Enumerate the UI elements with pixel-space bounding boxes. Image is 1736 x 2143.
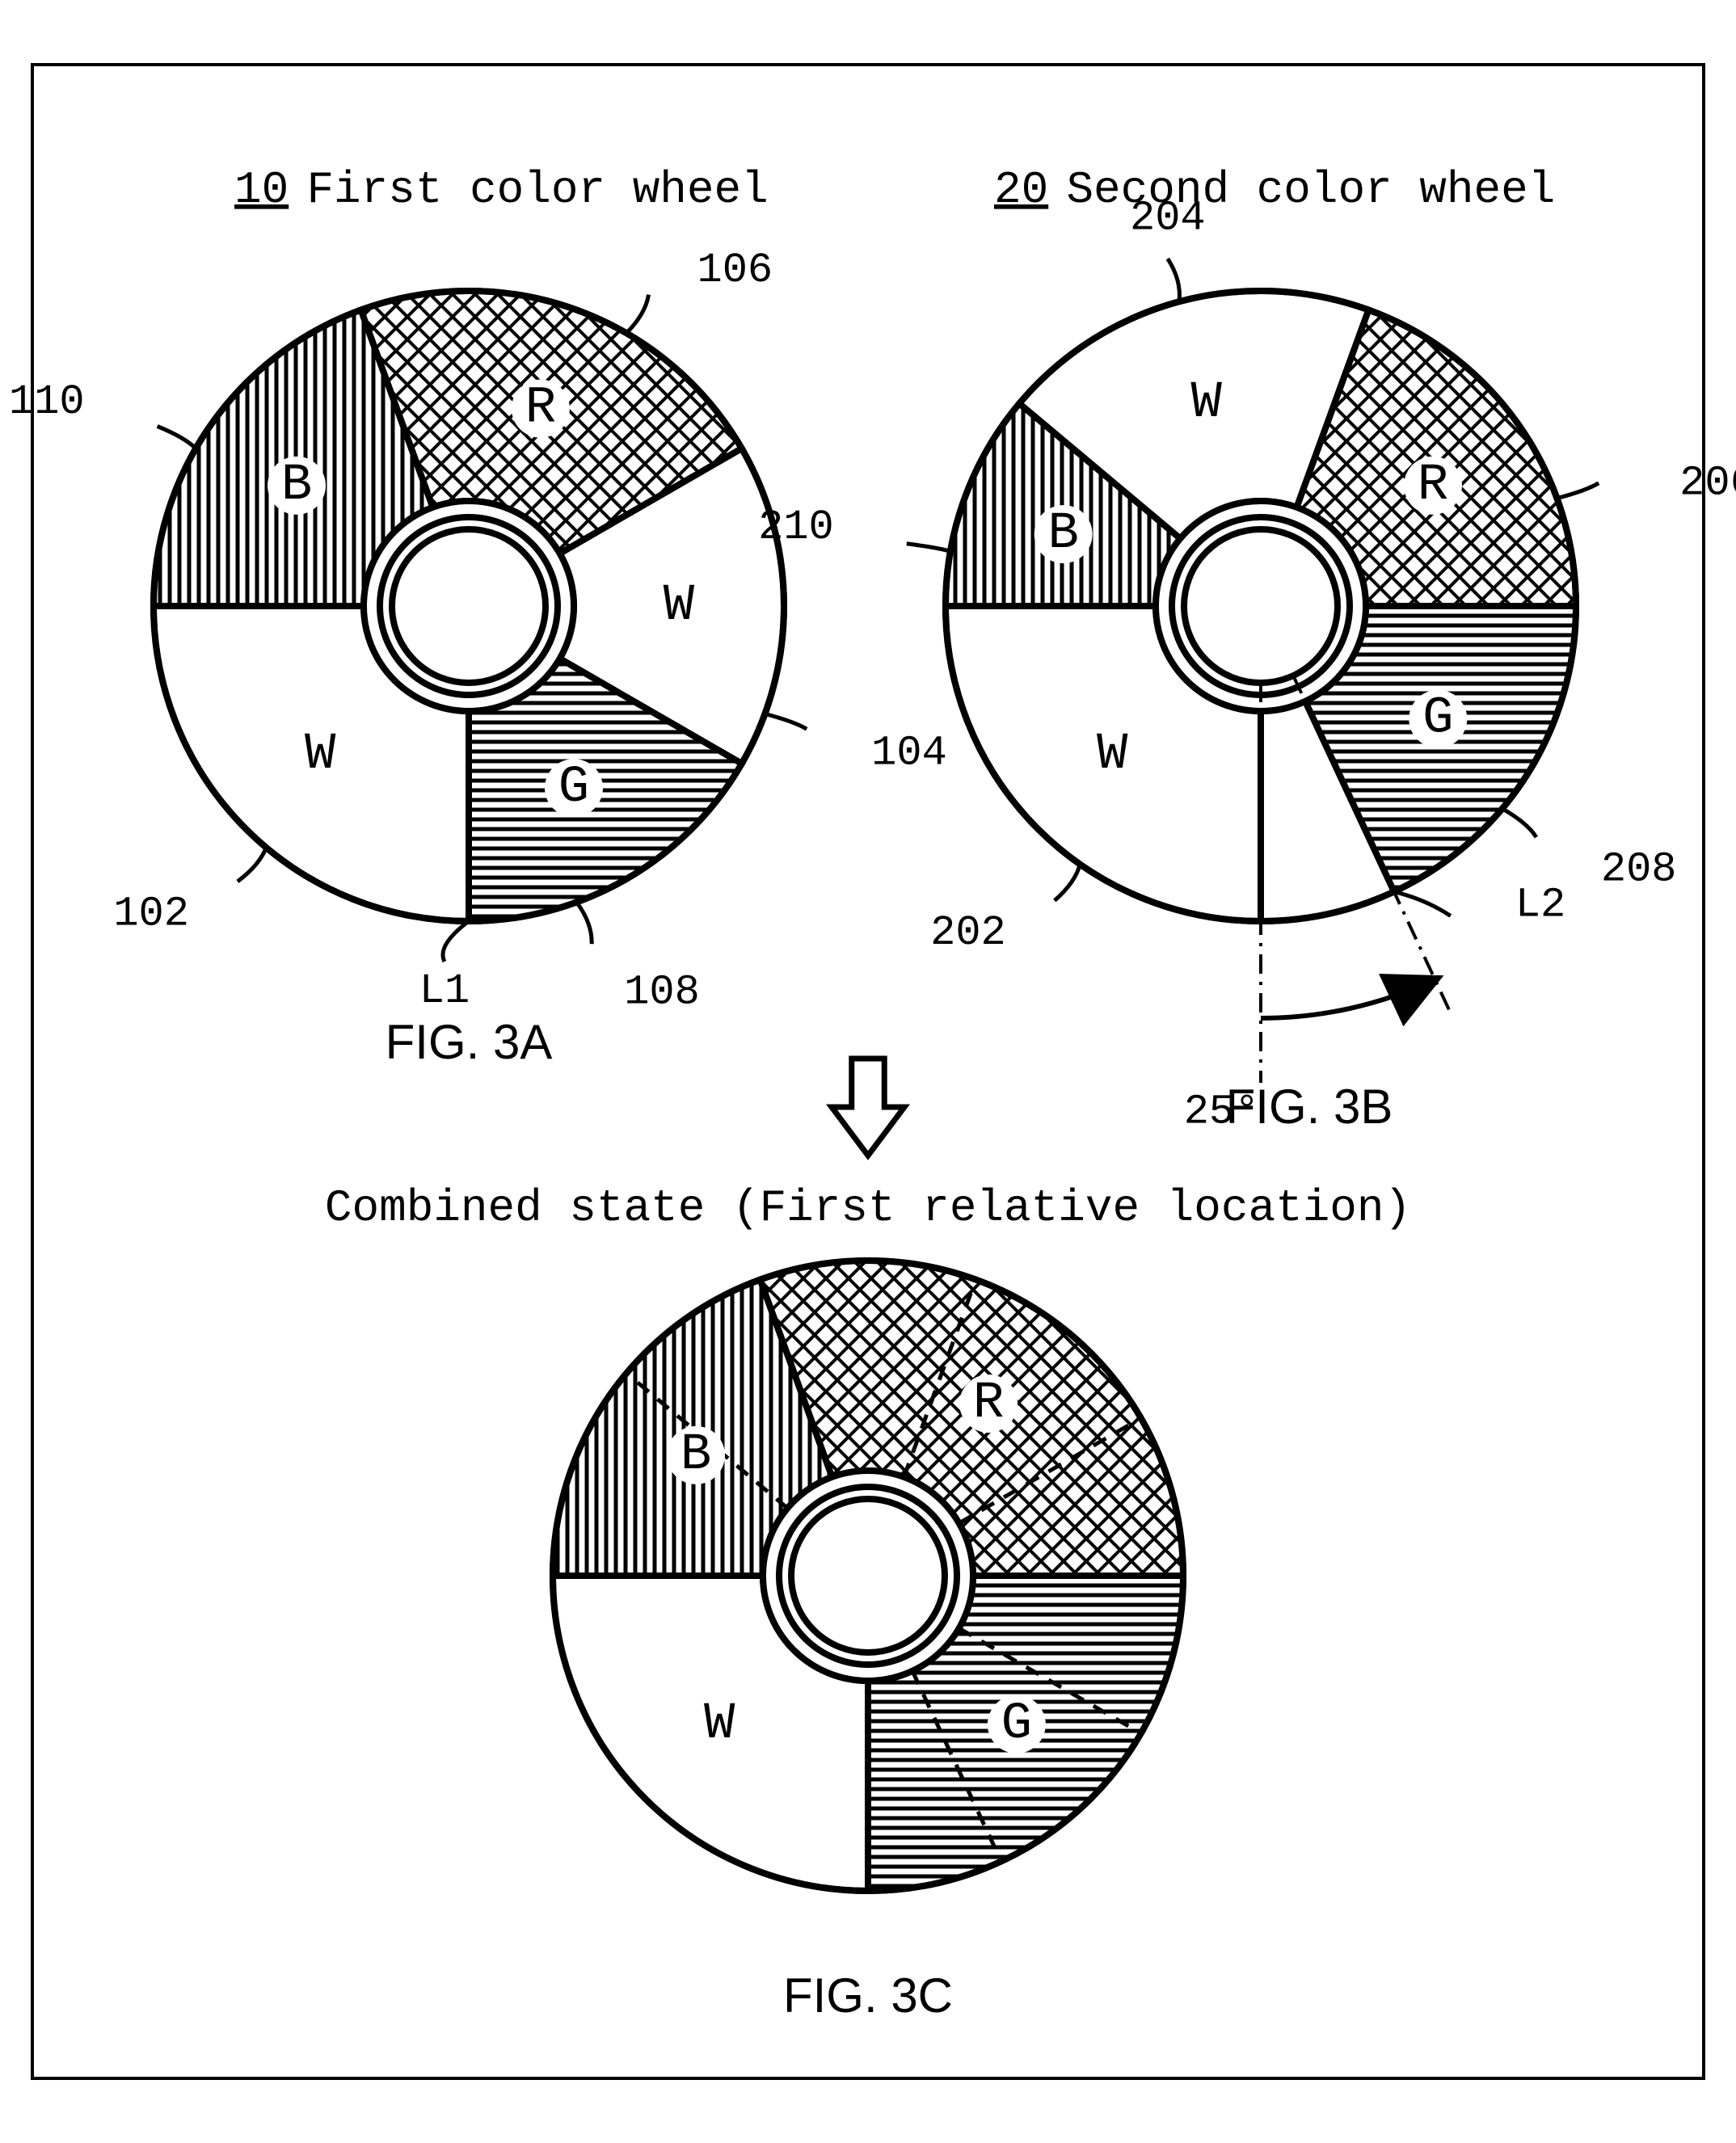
callout-leader: [1557, 483, 1599, 499]
second-color-wheel: W B W R G 202 210 204 206 208: [758, 195, 1736, 957]
callout-210: 210: [758, 503, 834, 551]
title-number: 10: [234, 164, 289, 216]
callout-104: 104: [871, 730, 947, 777]
callout-102: 102: [113, 890, 189, 937]
segment-letter-W: W: [704, 1695, 735, 1754]
callout-leader: [238, 848, 266, 882]
title-text: First color wheel: [306, 164, 768, 216]
segment-letter-R: R: [525, 380, 556, 438]
title-first-color-wheel: 10 First color wheel: [234, 164, 769, 216]
fig-label-3c: FIG. 3C: [783, 1968, 953, 2023]
callout-leader: [1168, 259, 1180, 301]
fig-label-3a: FIG. 3A: [386, 1015, 553, 1069]
l1-leader: [443, 921, 469, 962]
segment-letter-B: B: [680, 1426, 711, 1484]
title-number: 20: [994, 164, 1048, 216]
callout-202: 202: [930, 909, 1006, 957]
callout-204: 204: [1130, 195, 1206, 242]
combined-title: Combined state (First relative location): [325, 1182, 1411, 1234]
segment-letter-R: R: [973, 1375, 1004, 1433]
callout-leader: [576, 902, 592, 944]
callout-110: 110: [9, 378, 85, 426]
hub: [791, 1499, 945, 1653]
callout-leader: [626, 295, 649, 334]
figure-canvas: 10 First color wheel W B R W G 102 110 106 104 108 L…: [0, 0, 1736, 2143]
callout-206: 206: [1679, 459, 1736, 507]
l2-label: L2: [1515, 881, 1565, 928]
segment-letter-B: B: [1047, 505, 1078, 563]
callout-leader: [1055, 864, 1081, 900]
callout-208: 208: [1601, 846, 1677, 894]
segment-letter-W: W: [305, 726, 336, 784]
down-arrow-icon: [832, 1059, 904, 1156]
segment-letter-G: G: [558, 759, 589, 817]
segment-letter-G: G: [1422, 690, 1453, 748]
hub: [1184, 529, 1338, 683]
segment-letter-R: R: [1418, 457, 1448, 515]
l1-label: L1: [419, 967, 470, 1015]
hub: [392, 529, 546, 683]
segment-letter-W: W: [664, 577, 695, 635]
angle-arc: [1261, 979, 1435, 1018]
callout-leader: [158, 427, 196, 449]
callout-leader: [765, 714, 807, 729]
segment-letter-W: W: [1097, 726, 1128, 784]
segment-letter-B: B: [281, 457, 312, 515]
combined-color-wheel: W B R G: [553, 1261, 1183, 1891]
callout-leader: [907, 544, 950, 552]
segment-letter-G: G: [1001, 1695, 1032, 1754]
fig-label-3b: FIG. 3B: [1226, 1080, 1393, 1134]
title-second-color-wheel: 20Second color wheel: [994, 164, 1555, 216]
segment-letter-W: W: [1191, 374, 1223, 432]
callout-106: 106: [697, 246, 773, 294]
callout-leader: [1502, 809, 1536, 837]
first-color-wheel: W B R W G 102 110 106 104 108: [9, 246, 947, 1017]
callout-108: 108: [624, 969, 700, 1017]
